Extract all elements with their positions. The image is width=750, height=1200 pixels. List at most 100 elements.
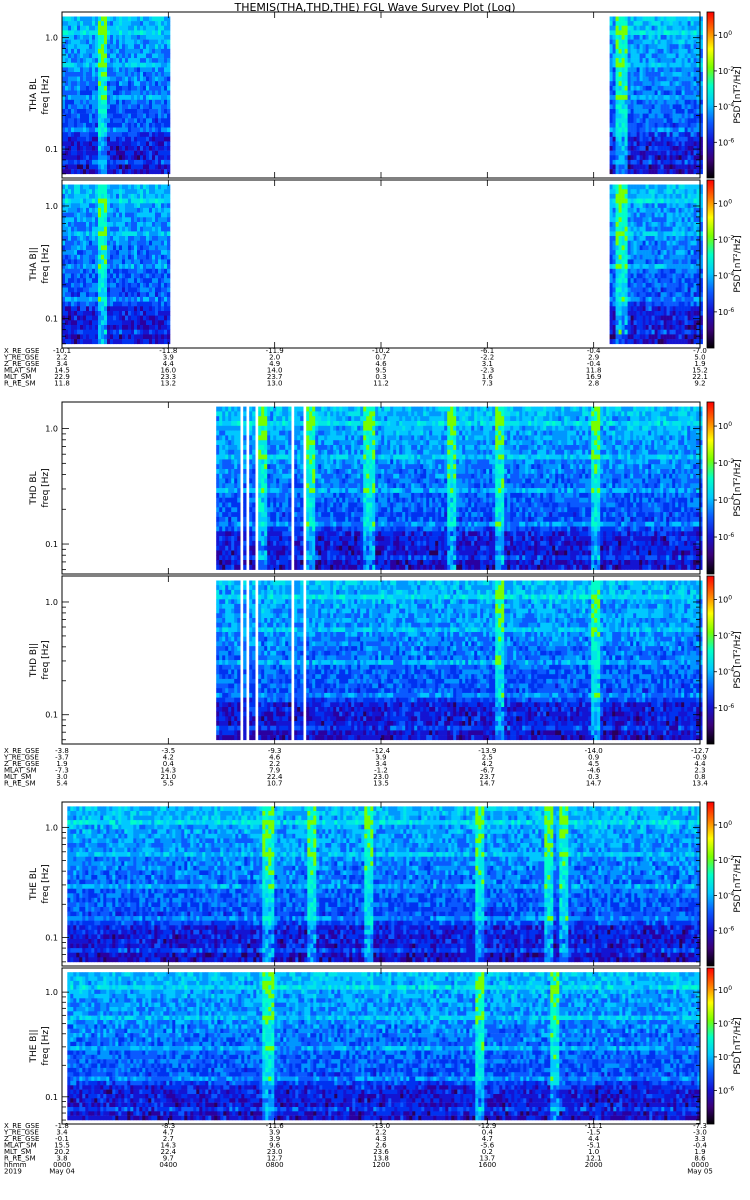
ephem-value: -5.1 (587, 1142, 601, 1150)
y-tick-label: 0.1 (45, 933, 58, 942)
ephem-value: 4.5 (588, 760, 599, 768)
colorbar: 100 10-2 10-4 10-6 PSD [nT²/Hz] (706, 575, 743, 745)
ephem-value: -7.3 (55, 767, 69, 775)
y-tick-label: 0.1 (45, 315, 58, 324)
colorbar-tick-label: 10-6 (718, 1085, 734, 1095)
panel-label: THD BL (29, 471, 39, 505)
ephem-value: 14.5 (54, 367, 70, 375)
colorbar: 100 10-2 10-4 10-6 PSD [nT²/Hz] (706, 967, 743, 1125)
colorbar-label: PSD [nT²/Hz] (733, 1017, 743, 1074)
colorbar-tick-label: 100 (718, 421, 732, 431)
ephem-value: -0.9 (693, 754, 707, 762)
ephem-value: 3.9 (269, 1129, 280, 1137)
ephem-row-name: X_RE_GSE (4, 1122, 39, 1130)
y-axis-label: freq [Hz] (41, 468, 51, 507)
ephem-value: 22.9 (54, 373, 70, 381)
ephem-value: -1.8 (55, 1122, 69, 1130)
ephem-value: 2.3 (694, 767, 705, 775)
ephem-value: 23.7 (267, 373, 283, 381)
ephem-value: -0.4 (587, 347, 601, 355)
x-tick-label: 1600 (478, 1161, 496, 1169)
ephem-value: 16.0 (161, 367, 177, 375)
panel-label: THD B|| (29, 643, 39, 678)
colorbar-label: PSD [nT²/Hz] (733, 631, 743, 688)
ephem-value: 0.8 (694, 773, 705, 781)
colorbar-tick-label: 10-4 (718, 1052, 734, 1062)
spectrogram-panel: 1.0 0.1 THA B|| freq [Hz] 100 10-2 10-4 10-6 PSD… (29, 179, 743, 349)
ephem-row-name: MLAT_SM (4, 367, 37, 375)
spectrogram-cells (62, 16, 703, 175)
ephem-row-name: MLAT_SM (4, 1142, 37, 1150)
ephem-value: -7.3 (693, 1122, 707, 1130)
ephem-value: 3.0 (56, 773, 67, 781)
ephem-value: 13.2 (161, 380, 177, 388)
date-end: May 05 (687, 1168, 713, 1176)
ephem-value: 1.9 (56, 760, 67, 768)
ephem-value: 3.9 (269, 1135, 280, 1143)
ephem-value: 3.4 (375, 760, 387, 768)
ephem-value: 16.9 (586, 373, 602, 381)
spectrogram-cells (67, 806, 701, 963)
ephem-value: 23.3 (161, 373, 177, 381)
ephem-value: -4.6 (587, 767, 601, 775)
ephem-value: 13.0 (267, 380, 283, 388)
colorbar: 100 10-2 10-4 10-6 PSD [nT²/Hz] (706, 11, 743, 179)
date-year: 2019 (4, 1168, 22, 1176)
ephem-value: 4.2 (163, 754, 174, 762)
ephem-value: 2.6 (375, 1142, 387, 1150)
ephem-row-name: Z_RE_GSE (4, 1135, 39, 1143)
ephem-row-name: MLT_SM (4, 1148, 31, 1156)
ephem-value: 1.6 (482, 373, 494, 381)
colorbar-label: PSD [nT²/Hz] (733, 235, 743, 292)
y-axis-label: freq [Hz] (41, 1026, 51, 1065)
colorbar-tick-label: 10-4 (718, 495, 734, 505)
ephem-row-name: Z_RE_GSE (4, 760, 39, 768)
ephem-value: 0.3 (375, 373, 386, 381)
y-tick-label: 0.1 (45, 711, 58, 720)
y-axis-label: freq [Hz] (41, 640, 51, 679)
colorbar-tick-label: 10-4 (718, 102, 734, 112)
ephem-value: 4.3 (375, 1135, 386, 1143)
y-axis-label: freq [Hz] (41, 75, 51, 114)
ephem-value: -12.7 (691, 747, 709, 755)
colorbar-tick-label: 10-2 (718, 855, 734, 865)
spectrogram-cells (216, 580, 703, 741)
ephem-value: 2.2 (269, 760, 280, 768)
spectrogram-panel: 1.0 0.1 THE B|| freq [Hz] 100 10-2 10-4 10-6 PSD… (29, 967, 743, 1125)
ephem-value: 14.0 (267, 367, 283, 375)
date-start: May 04 (49, 1168, 75, 1176)
ephem-value: 3.8 (56, 1155, 67, 1163)
colorbar: 100 10-2 10-4 10-6 PSD [nT²/Hz] (706, 801, 743, 967)
y-tick-label: 1.0 (45, 598, 58, 607)
ephem-value: 1.9 (694, 1148, 705, 1156)
ephem-value: 2.7 (163, 1135, 174, 1143)
ephem-value: 13.5 (373, 780, 389, 788)
ephem-value: 13.4 (692, 780, 708, 788)
ephem-value: 9.7 (163, 1155, 174, 1163)
ephem-value: 22.4 (267, 773, 283, 781)
y-tick-label: 1.0 (45, 988, 58, 997)
ephem-row-name: MLAT_SM (4, 767, 37, 775)
ephem-value: 15.2 (692, 367, 708, 375)
ephem-value: -0.4 (693, 1142, 707, 1150)
y-axis-label: freq [Hz] (41, 864, 51, 903)
y-tick-label: 1.0 (45, 823, 58, 832)
ephem-value: -13.9 (478, 747, 496, 755)
ephem-value: -10.2 (372, 347, 390, 355)
ephem-value: 11.8 (54, 380, 70, 388)
ephemeris-table: X_RE_GSE -3.8 -3.5 -9.3 -12.4 -13.9 -14.0 -12.7… (3, 747, 709, 788)
ephem-value: 15.5 (54, 1142, 70, 1150)
panel-label: THE BL (29, 868, 39, 901)
ephem-value: 12.7 (267, 1155, 283, 1163)
ephem-value: 14.3 (161, 1142, 177, 1150)
ephem-row-name: R_RE_SM (4, 380, 36, 388)
ephem-value: 8.6 (694, 1155, 706, 1163)
x-tick-label: 0400 (159, 1161, 177, 1169)
ephem-row-name: Z_RE_GSE (4, 360, 39, 368)
y-tick-label: 0.1 (45, 540, 58, 549)
ephem-value: 2.2 (375, 1129, 386, 1137)
y-tick-label: 0.1 (45, 145, 58, 154)
ephem-value: -1.5 (587, 1129, 601, 1137)
colorbar-tick-label: 10-6 (718, 926, 734, 936)
